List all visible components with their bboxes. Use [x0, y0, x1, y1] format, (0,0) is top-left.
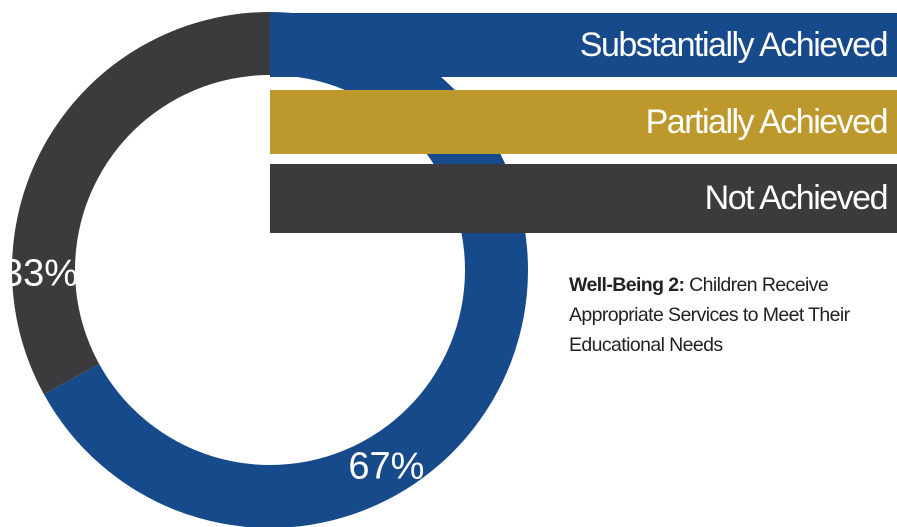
slice-substantially-achieved-value-label: 67%: [348, 445, 424, 487]
slice-not-achieved-value-label: 33%: [2, 253, 78, 295]
caption-text: Children Receive Appropriate Services to…: [569, 274, 850, 356]
chart-caption: Well-Being 2: Children Receive Appropria…: [569, 270, 889, 360]
legend-label-partially-achieved: Partially Achieved: [645, 102, 889, 141]
caption-bold-label: Well-Being 2:: [569, 274, 685, 296]
legend-label-substantially-achieved: Substantially Achieved: [579, 25, 889, 64]
legend-partially-achieved: Partially Achieved: [270, 90, 897, 154]
legend-substantially-achieved: Substantially Achieved: [270, 13, 897, 77]
donut-chart: 67% 33%: [2, 12, 528, 527]
legend-label-not-achieved: Not Achieved: [704, 179, 889, 217]
legend-not-achieved: Not Achieved: [270, 164, 897, 233]
